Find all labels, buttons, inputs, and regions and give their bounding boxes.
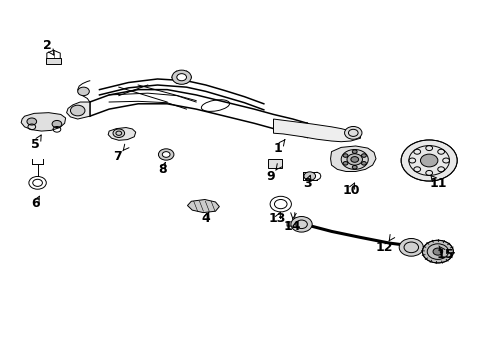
Text: 7: 7 bbox=[113, 150, 122, 163]
Text: 9: 9 bbox=[266, 170, 275, 183]
Text: 3: 3 bbox=[303, 177, 311, 190]
Circle shape bbox=[304, 172, 315, 180]
Circle shape bbox=[113, 129, 124, 138]
Circle shape bbox=[52, 121, 61, 127]
Text: 13: 13 bbox=[268, 212, 285, 225]
Circle shape bbox=[341, 149, 367, 169]
Polygon shape bbox=[273, 119, 360, 142]
Circle shape bbox=[172, 70, 191, 84]
Circle shape bbox=[290, 216, 311, 232]
Circle shape bbox=[343, 154, 347, 157]
Text: 11: 11 bbox=[428, 177, 446, 190]
Circle shape bbox=[400, 140, 456, 181]
Text: 14: 14 bbox=[283, 220, 300, 233]
Circle shape bbox=[361, 154, 366, 157]
Circle shape bbox=[361, 162, 366, 165]
Circle shape bbox=[350, 157, 358, 162]
Bar bbox=[267, 159, 282, 168]
Polygon shape bbox=[21, 113, 65, 131]
Text: 10: 10 bbox=[342, 184, 359, 197]
Circle shape bbox=[27, 118, 37, 125]
Circle shape bbox=[78, 87, 89, 96]
Circle shape bbox=[398, 238, 423, 256]
Circle shape bbox=[351, 150, 356, 153]
Text: 4: 4 bbox=[201, 212, 210, 225]
Circle shape bbox=[351, 166, 356, 169]
Polygon shape bbox=[66, 102, 90, 119]
Circle shape bbox=[158, 149, 174, 160]
Text: 8: 8 bbox=[158, 163, 166, 176]
Circle shape bbox=[177, 74, 186, 81]
Circle shape bbox=[420, 154, 437, 167]
Text: 2: 2 bbox=[43, 39, 52, 52]
Text: 5: 5 bbox=[31, 138, 40, 151]
Circle shape bbox=[343, 162, 347, 165]
Circle shape bbox=[344, 126, 361, 139]
Polygon shape bbox=[330, 146, 375, 171]
Circle shape bbox=[346, 154, 362, 165]
Circle shape bbox=[70, 105, 85, 116]
Polygon shape bbox=[108, 127, 136, 140]
Text: 1: 1 bbox=[273, 141, 282, 154]
Polygon shape bbox=[187, 199, 219, 213]
Text: 12: 12 bbox=[375, 241, 393, 254]
Circle shape bbox=[422, 240, 452, 263]
Circle shape bbox=[432, 248, 442, 255]
Text: 15: 15 bbox=[435, 248, 453, 261]
Circle shape bbox=[162, 152, 170, 157]
Bar bbox=[46, 58, 61, 64]
Text: 6: 6 bbox=[31, 197, 40, 210]
